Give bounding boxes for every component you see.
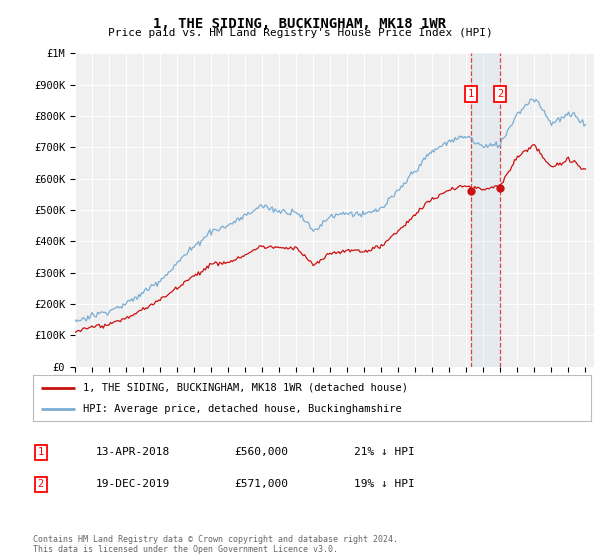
Text: £571,000: £571,000 — [234, 479, 288, 489]
Text: 19-DEC-2019: 19-DEC-2019 — [96, 479, 170, 489]
Text: Contains HM Land Registry data © Crown copyright and database right 2024.
This d: Contains HM Land Registry data © Crown c… — [33, 535, 398, 554]
Text: £560,000: £560,000 — [234, 447, 288, 458]
Text: 1, THE SIDING, BUCKINGHAM, MK18 1WR: 1, THE SIDING, BUCKINGHAM, MK18 1WR — [154, 17, 446, 31]
Text: Price paid vs. HM Land Registry's House Price Index (HPI): Price paid vs. HM Land Registry's House … — [107, 28, 493, 38]
Text: 19% ↓ HPI: 19% ↓ HPI — [354, 479, 415, 489]
Text: 21% ↓ HPI: 21% ↓ HPI — [354, 447, 415, 458]
Text: 2: 2 — [38, 479, 44, 489]
Text: HPI: Average price, detached house, Buckinghamshire: HPI: Average price, detached house, Buck… — [83, 404, 402, 414]
Text: 2: 2 — [497, 89, 503, 99]
Text: 1, THE SIDING, BUCKINGHAM, MK18 1WR (detached house): 1, THE SIDING, BUCKINGHAM, MK18 1WR (det… — [83, 382, 408, 393]
Text: 1: 1 — [468, 89, 474, 99]
Text: 1: 1 — [38, 447, 44, 458]
Text: 13-APR-2018: 13-APR-2018 — [96, 447, 170, 458]
Bar — [471, 53, 500, 367]
